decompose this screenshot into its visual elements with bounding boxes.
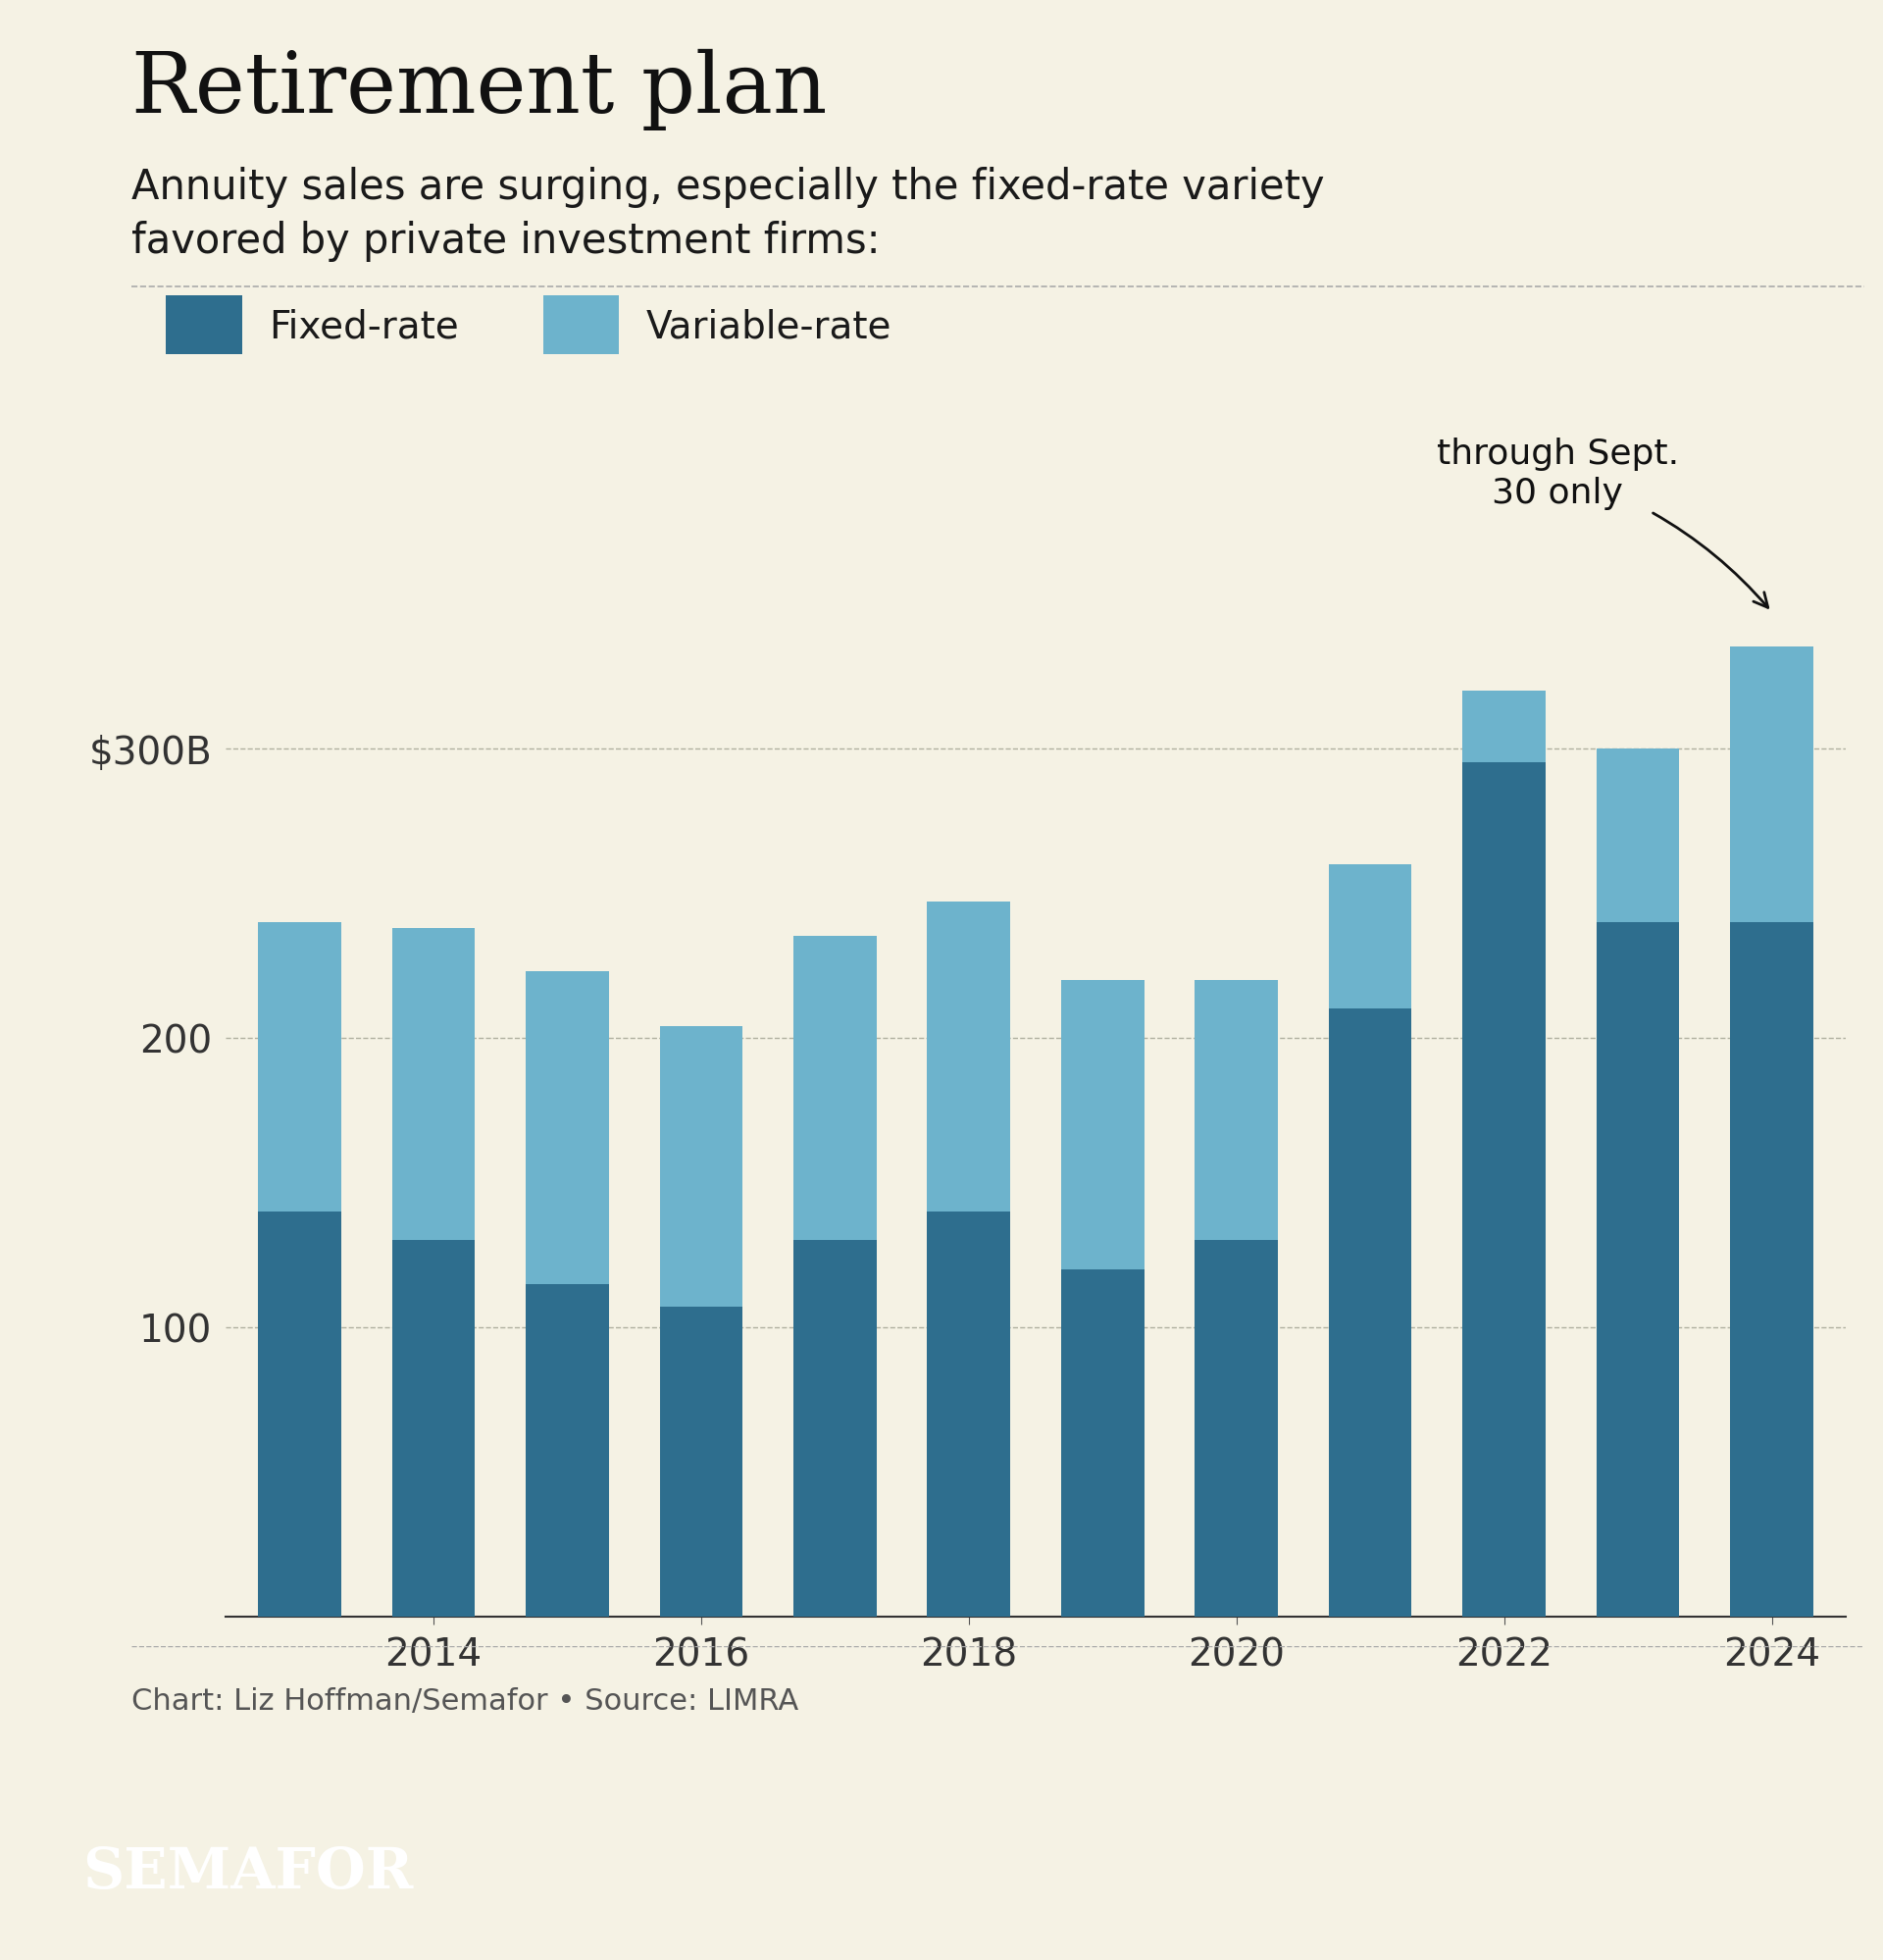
Bar <box>525 972 608 1284</box>
Text: SEMAFOR: SEMAFOR <box>83 1844 414 1899</box>
Bar <box>1463 762 1546 1617</box>
Bar <box>1730 647 1813 923</box>
Bar <box>258 1211 341 1617</box>
Legend: Fixed-rate, Variable-rate: Fixed-rate, Variable-rate <box>151 280 908 370</box>
Bar <box>793 937 876 1241</box>
Bar <box>258 923 341 1211</box>
Bar <box>1196 980 1279 1241</box>
Bar <box>659 1307 742 1617</box>
Bar <box>1062 980 1145 1270</box>
Bar <box>1730 923 1813 1617</box>
Text: Chart: Liz Hoffman/Semafor • Source: LIMRA: Chart: Liz Hoffman/Semafor • Source: LIM… <box>132 1688 798 1715</box>
Bar <box>1597 749 1680 923</box>
Text: Annuity sales are surging, especially the fixed-rate variety
favored by private : Annuity sales are surging, especially th… <box>132 167 1326 263</box>
Bar <box>392 929 475 1241</box>
Bar <box>793 1241 876 1617</box>
Bar <box>1329 1009 1412 1617</box>
Text: through Sept.
30 only: through Sept. 30 only <box>1437 437 1768 608</box>
Bar <box>525 1284 608 1617</box>
Bar <box>1597 923 1680 1617</box>
Bar <box>1463 690 1546 762</box>
Text: Retirement plan: Retirement plan <box>132 49 827 131</box>
Bar <box>926 902 1009 1211</box>
Bar <box>392 1241 475 1617</box>
Bar <box>659 1027 742 1307</box>
Bar <box>1062 1270 1145 1617</box>
Bar <box>926 1211 1009 1617</box>
Bar <box>1329 864 1412 1009</box>
Bar <box>1196 1241 1279 1617</box>
